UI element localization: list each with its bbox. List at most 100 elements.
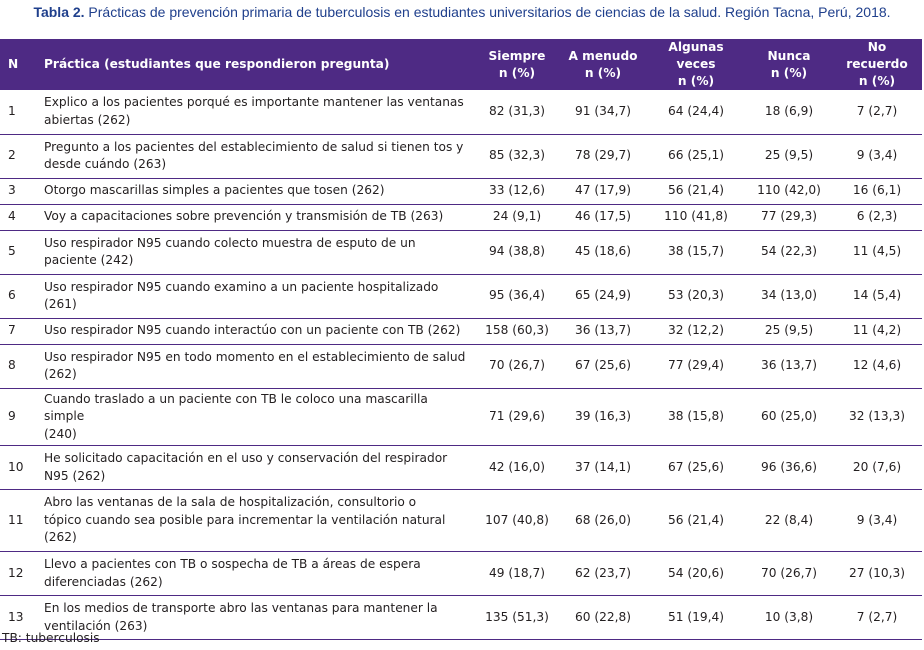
cell-nunca: 60 (25,0) [746, 388, 832, 446]
row-practice: Cuando traslado a un paciente con TB le … [42, 388, 474, 446]
row-practice-line: Uso respirador N95 en todo momento en el… [44, 349, 466, 364]
table-row: 5 Uso respirador N95 cuando colecto muest… [0, 230, 922, 275]
row-practice-line: ventilación (263) [44, 618, 148, 633]
row-number: 13 [0, 595, 42, 640]
row-practice: Pregunto a los pacientes del establecimi… [42, 134, 474, 179]
row-practice-line: (262) [44, 367, 77, 381]
header-algunas-veces: Algunas veces n (%) [646, 39, 746, 90]
cell-no-recuerdo: 20 (7,6) [832, 445, 922, 490]
row-practice-line: He solicitado capacitación en el uso y c… [44, 451, 448, 465]
cell-siempre: 107 (40,8) [474, 489, 560, 552]
cell-no-recuerdo: 9 (3,4) [832, 489, 922, 552]
cell-algunas-veces: 38 (15,7) [646, 230, 746, 275]
row-practice: Uso respirador N95 en todo momento en el… [42, 344, 474, 389]
cell-a-menudo: 36 (13,7) [560, 318, 646, 345]
cell-algunas-veces: 67 (25,6) [646, 445, 746, 490]
cell-no-recuerdo: 27 (10,3) [832, 551, 922, 596]
cell-no-recuerdo: 7 (2,7) [832, 90, 922, 135]
row-practice-line: desde cuándo (263) [44, 157, 167, 171]
cell-siempre: 94 (38,8) [474, 230, 560, 275]
table-caption: Tabla 2. Prácticas de prevención primari… [0, 4, 924, 20]
cell-algunas-veces: 77 (29,4) [646, 344, 746, 389]
cell-nunca: 70 (26,7) [746, 551, 832, 596]
table-body: 1 Explico a los pacientes porqué es impor… [0, 90, 922, 640]
row-practice-line: Explico a los pacientes porqué es import… [44, 95, 464, 110]
row-number: 2 [0, 134, 42, 179]
cell-a-menudo: 65 (24,9) [560, 274, 646, 319]
row-number: 1 [0, 90, 42, 135]
row-practice-line: Uso respirador N95 cuando interactúo con… [44, 323, 461, 338]
table-row: 4 Voy a capacitaciones sobre prevención y… [0, 204, 922, 231]
cell-nunca: 25 (9,5) [746, 134, 832, 179]
row-practice-line: Otorgo mascarillas simples a pacientes q… [44, 183, 385, 198]
row-practice-line: (262) [44, 530, 77, 545]
header-nunca: Nunca n (%) [746, 39, 832, 90]
table-caption-label: Tabla 2. [33, 4, 85, 20]
header-no-recuerdo: No recuerdo n (%) [832, 39, 922, 90]
table-row: 3 Otorgo mascarillas simples a pacientes … [0, 178, 922, 205]
row-practice: He solicitado capacitación en el uso y c… [42, 445, 474, 490]
header-no-recuerdo-unit: n (%) [858, 74, 896, 88]
row-practice: Explico a los pacientes porqué es import… [42, 90, 474, 135]
table-row: 10 He solicitado capacitación en el uso y… [0, 445, 922, 490]
cell-no-recuerdo: 9 (3,4) [832, 134, 922, 179]
row-number: 5 [0, 230, 42, 275]
cell-siempre: 42 (16,0) [474, 445, 560, 490]
cell-no-recuerdo: 14 (5,4) [832, 274, 922, 319]
table-footnote: TB: tuberculosis [2, 631, 100, 645]
row-practice-line: En los medios de transporte abro las ven… [44, 601, 438, 615]
cell-algunas-veces: 66 (25,1) [646, 134, 746, 179]
row-practice-line: N95 (262) [44, 468, 106, 483]
cell-a-menudo: 68 (26,0) [560, 489, 646, 552]
row-practice-line: Uso respirador N95 cuando examino a un p… [44, 279, 439, 294]
table-caption-text: Prácticas de prevención primaria de tube… [84, 4, 891, 20]
table-row: 8 Uso respirador N95 en todo momento en e… [0, 344, 922, 389]
cell-a-menudo: 46 (17,5) [560, 204, 646, 231]
cell-algunas-veces: 53 (20,3) [646, 274, 746, 319]
cell-a-menudo: 37 (14,1) [560, 445, 646, 490]
cell-nunca: 25 (9,5) [746, 318, 832, 345]
cell-nunca: 18 (6,9) [746, 90, 832, 135]
cell-siempre: 33 (12,6) [474, 178, 560, 205]
row-number: 9 [0, 388, 42, 446]
cell-no-recuerdo: 7 (2,7) [832, 595, 922, 640]
row-practice: Uso respirador N95 cuando interactúo con… [42, 318, 474, 345]
table-row: 1 Explico a los pacientes porqué es impor… [0, 90, 922, 135]
cell-algunas-veces: 64 (24,4) [646, 90, 746, 135]
cell-siempre: 82 (31,3) [474, 90, 560, 135]
row-number: 7 [0, 318, 42, 345]
table-row: 13 En los medios de transporte abro las v… [0, 595, 922, 640]
row-number: 3 [0, 178, 42, 205]
row-practice: Uso respirador N95 cuando examino a un p… [42, 274, 474, 319]
cell-no-recuerdo: 11 (4,5) [832, 230, 922, 275]
row-practice: Otorgo mascarillas simples a pacientes q… [42, 178, 474, 205]
table-row: 2 Pregunto a los pacientes del establecim… [0, 134, 922, 179]
row-practice-line: (261) [44, 297, 77, 311]
cell-nunca: 10 (3,8) [746, 595, 832, 640]
cell-a-menudo: 60 (22,8) [560, 595, 646, 640]
cell-siempre: 95 (36,4) [474, 274, 560, 319]
cell-a-menudo: 91 (34,7) [560, 90, 646, 135]
cell-no-recuerdo: 11 (4,2) [832, 318, 922, 345]
cell-algunas-veces: 51 (19,4) [646, 595, 746, 640]
cell-no-recuerdo: 12 (4,6) [832, 344, 922, 389]
cell-nunca: 110 (42,0) [746, 178, 832, 205]
header-siempre-unit: n (%) [498, 65, 536, 80]
cell-a-menudo: 39 (16,3) [560, 388, 646, 446]
row-number: 6 [0, 274, 42, 319]
cell-nunca: 34 (13,0) [746, 274, 832, 319]
header-a-menudo: A menudo n (%) [560, 39, 646, 90]
row-practice: Llevo a pacientes con TB o sospecha de T… [42, 551, 474, 596]
cell-siempre: 71 (29,6) [474, 388, 560, 446]
row-practice-line: Uso respirador N95 cuando colecto muestr… [44, 235, 416, 250]
table-row: 7 Uso respirador N95 cuando interactúo co… [0, 318, 922, 345]
row-practice: Voy a capacitaciones sobre prevención y … [42, 204, 474, 231]
row-number: 12 [0, 551, 42, 596]
cell-siempre: 135 (51,3) [474, 595, 560, 640]
header-algunas-veces-label: Algunas veces [668, 40, 724, 71]
header-nunca-unit: n (%) [770, 65, 808, 80]
row-practice-line: Cuando traslado a un paciente con TB le … [44, 391, 428, 424]
cell-no-recuerdo: 16 (6,1) [832, 178, 922, 205]
cell-algunas-veces: 56 (21,4) [646, 178, 746, 205]
cell-algunas-veces: 110 (41,8) [646, 204, 746, 231]
